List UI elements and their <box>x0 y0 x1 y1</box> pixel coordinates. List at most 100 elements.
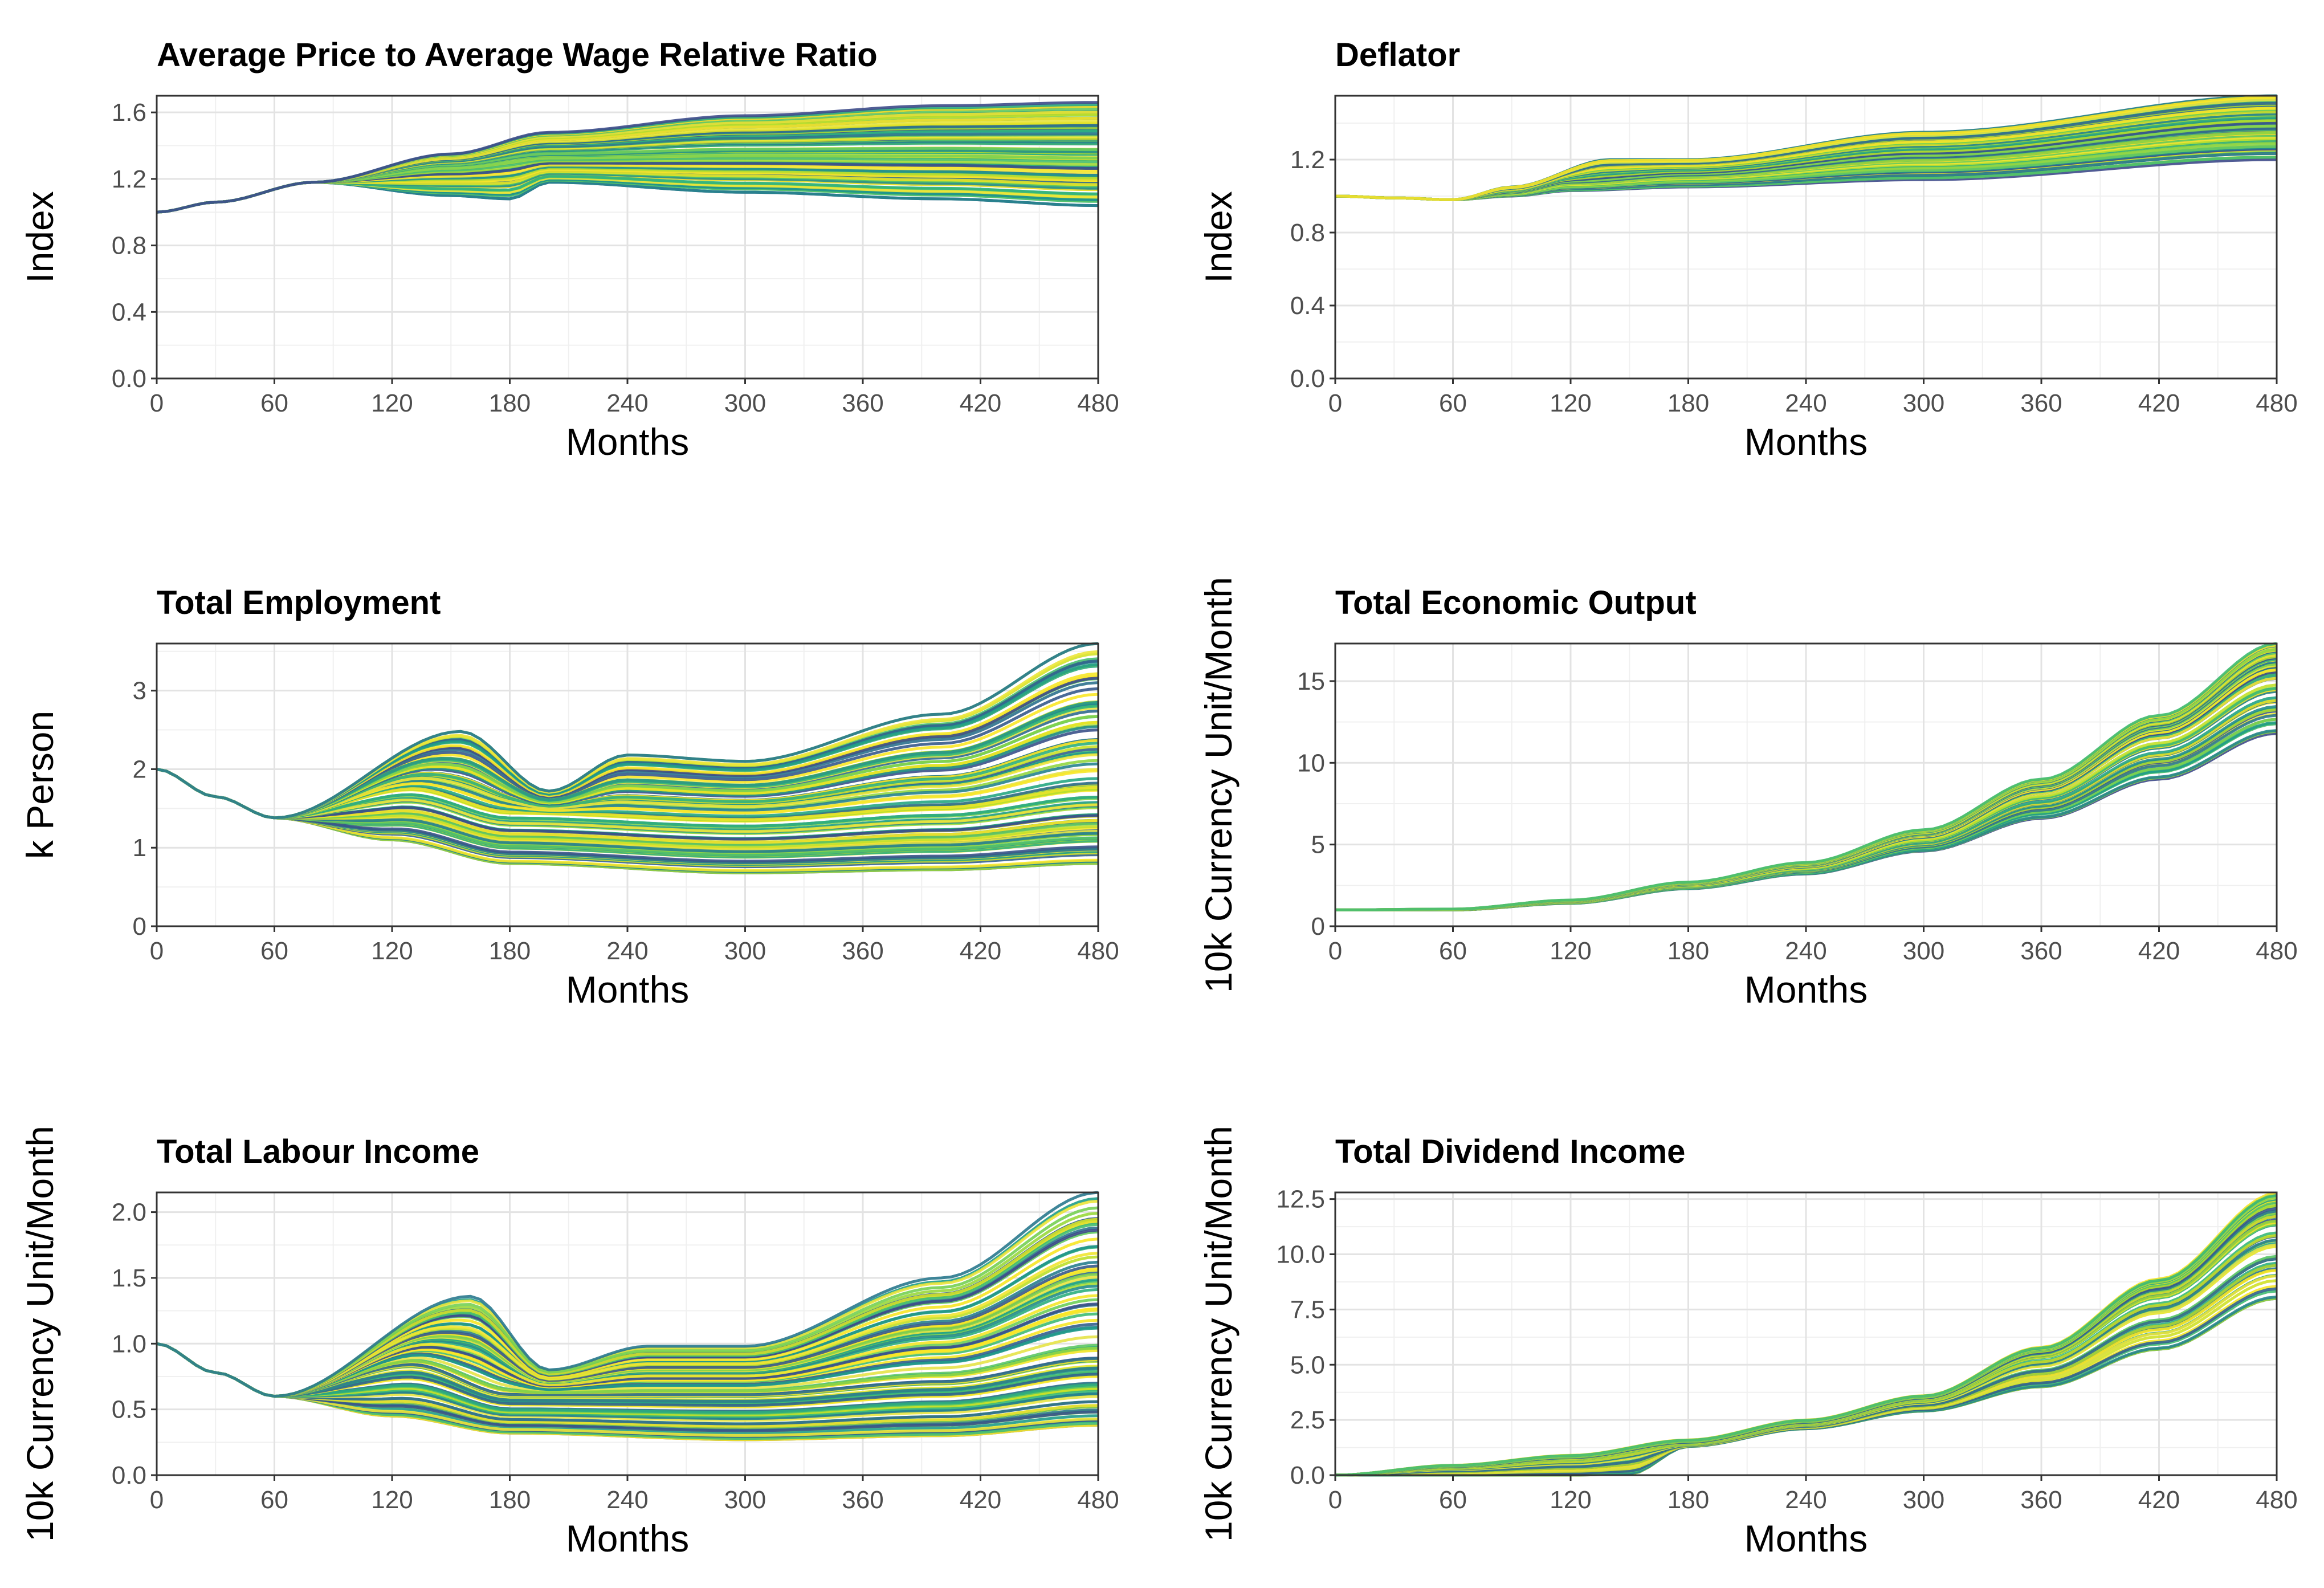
series-line <box>156 1191 1099 1398</box>
x-tick-label: 300 <box>724 389 766 417</box>
y-tick-label: 0 <box>133 913 146 940</box>
x-tick-label: 180 <box>489 937 531 965</box>
chart-title: Total Labour Income <box>157 1133 479 1170</box>
y-tick-label: 1.6 <box>112 99 146 127</box>
chart-title: Total Employment <box>157 584 441 621</box>
chart-title: Total Dividend Income <box>1335 1133 1685 1170</box>
x-tick-label: 420 <box>2138 389 2180 417</box>
x-tick-label: 60 <box>260 937 288 965</box>
chart-labour: 0 60 120 180 240 300 360 420 480 0.0 0.5 1.0 1.5 2.0 T… <box>19 1126 1119 1560</box>
x-tick-label: 180 <box>1667 1486 1709 1514</box>
x-tick-label: 0 <box>1328 389 1342 417</box>
y-tick-label: 0.0 <box>112 1461 146 1489</box>
y-axis-label: 10k Currency Unit/Month <box>19 1126 61 1542</box>
y-axis-label: 10k Currency Unit/Month <box>1197 577 1240 993</box>
x-tick-label: 240 <box>1785 1486 1826 1514</box>
chart-dividend: 0 60 120 180 240 300 360 420 480 0.0 2.5 5.0 7.5 10.0… <box>1197 1126 2298 1560</box>
y-tick-label: 1.2 <box>112 165 146 193</box>
y-tick-label: 2.5 <box>1290 1406 1325 1434</box>
x-tick-label: 480 <box>1077 1486 1119 1514</box>
y-tick-label: 3 <box>133 677 146 705</box>
minor-gridlines <box>1335 644 2277 926</box>
x-tick-label: 420 <box>2138 937 2180 965</box>
x-tick-label: 420 <box>960 389 1001 417</box>
x-tick-label: 300 <box>1903 1486 1944 1514</box>
y-tick-label: 0.8 <box>1290 219 1325 247</box>
x-tick-label: 0 <box>150 1486 164 1514</box>
series-lines <box>1335 1191 2277 1477</box>
x-tick-label: 360 <box>842 937 883 965</box>
x-tick-label: 120 <box>1550 1486 1591 1514</box>
x-tick-label: 0 <box>1328 1486 1342 1514</box>
y-tick-label: 10.0 <box>1276 1241 1325 1269</box>
x-tick-label: 480 <box>2256 1486 2297 1514</box>
chart-ratio: 0 60 120 180 240 300 360 420 480 0.0 0.4 0.8 1.2 1.6 A… <box>19 36 1119 463</box>
x-tick-label: 360 <box>842 1486 883 1514</box>
x-tick-label: 360 <box>2020 1486 2062 1514</box>
x-tick-label: 360 <box>2020 389 2062 417</box>
y-tick-label: 10 <box>1297 749 1325 777</box>
y-tick-label: 0.4 <box>1290 292 1325 320</box>
chart-title: Deflator <box>1335 36 1460 74</box>
x-tick-label: 360 <box>2020 937 2062 965</box>
x-tick-label: 180 <box>1667 937 1709 965</box>
series-line <box>1335 1194 2277 1477</box>
chart-deflator: 0 60 120 180 240 300 360 420 480 0.0 0.4 0.8 1.2 Defl… <box>1197 36 2298 463</box>
x-axis-label: Months <box>1744 1517 1868 1560</box>
series-lines <box>156 101 1099 214</box>
x-tick-label: 180 <box>1667 389 1709 417</box>
chart-title: Average Price to Average Wage Relative R… <box>157 36 878 74</box>
y-tick-label: 5 <box>1311 831 1325 859</box>
x-axis-label: Months <box>566 1517 689 1560</box>
x-tick-label: 480 <box>1077 389 1119 417</box>
series-lines <box>1335 94 2277 201</box>
x-tick-label: 480 <box>2256 389 2297 417</box>
y-tick-label: 0.0 <box>1290 365 1325 393</box>
x-tick-label: 300 <box>1903 937 1944 965</box>
y-axis-label: k Person <box>19 711 61 859</box>
series-line <box>156 642 1099 820</box>
y-tick-label: 12.5 <box>1276 1186 1325 1214</box>
y-tick-label: 0 <box>1311 913 1325 940</box>
x-tick-label: 120 <box>1550 937 1591 965</box>
x-tick-label: 360 <box>842 389 883 417</box>
x-tick-label: 180 <box>489 389 531 417</box>
x-tick-label: 60 <box>1439 937 1467 965</box>
series-lines <box>1335 642 2277 911</box>
series-lines <box>156 1191 1099 1442</box>
chart-employment: 0 60 120 180 240 300 360 420 480 0 1 2 3 Total Employ… <box>19 584 1119 1011</box>
x-tick-label: 0 <box>1328 937 1342 965</box>
y-tick-label: 1 <box>133 834 146 862</box>
series-lines <box>156 642 1099 874</box>
y-tick-label: 2 <box>133 755 146 783</box>
y-tick-label: 15 <box>1297 667 1325 695</box>
y-tick-label: 0.4 <box>112 298 146 326</box>
y-tick-label: 5.0 <box>1290 1351 1325 1379</box>
x-tick-label: 120 <box>371 937 413 965</box>
x-tick-label: 300 <box>724 1486 766 1514</box>
x-axis-label: Months <box>566 968 689 1011</box>
x-tick-label: 240 <box>606 389 648 417</box>
y-axis-label: Index <box>19 191 61 283</box>
x-tick-label: 300 <box>1903 389 1944 417</box>
y-tick-label: 1.2 <box>1290 146 1325 174</box>
x-tick-label: 60 <box>260 389 288 417</box>
x-tick-label: 0 <box>150 389 164 417</box>
x-tick-label: 120 <box>1550 389 1591 417</box>
x-tick-label: 240 <box>606 1486 648 1514</box>
chart-output: 0 60 120 180 240 300 360 420 480 0 5 10 15 Total Econ… <box>1197 577 2298 1011</box>
x-tick-label: 240 <box>606 937 648 965</box>
x-tick-label: 60 <box>260 1486 288 1514</box>
x-axis-label: Months <box>1744 968 1868 1011</box>
x-tick-label: 420 <box>960 1486 1001 1514</box>
x-tick-label: 120 <box>371 1486 413 1514</box>
y-tick-label: 7.5 <box>1290 1296 1325 1324</box>
x-axis-label: Months <box>566 421 689 463</box>
y-tick-label: 0.0 <box>1290 1461 1325 1489</box>
x-tick-label: 240 <box>1785 389 1826 417</box>
x-tick-label: 180 <box>489 1486 531 1514</box>
series-line <box>1335 96 2277 201</box>
x-tick-label: 420 <box>2138 1486 2180 1514</box>
x-tick-label: 60 <box>1439 389 1467 417</box>
